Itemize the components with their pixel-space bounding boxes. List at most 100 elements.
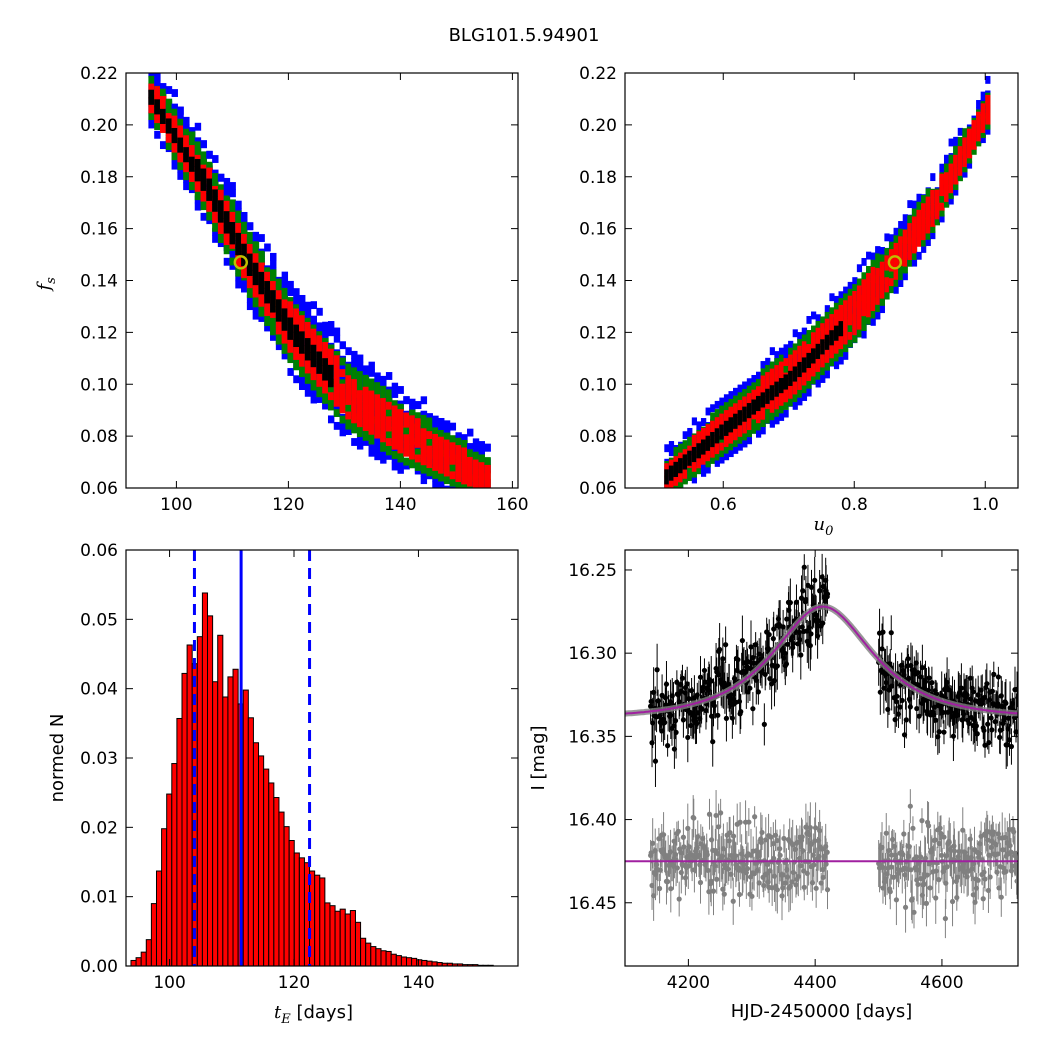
posterior-cell-blue [788,340,794,349]
posterior-cell-black [765,396,771,404]
posterior-cell-red [356,397,364,406]
posterior-cell-blue [668,441,675,449]
residual-point [771,855,777,861]
posterior-cell-red [455,445,462,453]
data-point [688,688,695,694]
residual-point [981,869,987,875]
posterior-cell-black [171,127,178,136]
posterior-cell-red [710,449,716,458]
histogram-bar [252,742,260,966]
data-point [1015,695,1018,701]
residual-point [795,873,801,880]
posterior-cell-black [838,321,844,329]
data-point [988,715,994,721]
posterior-cell-red [843,307,849,316]
posterior-cell-red [223,237,231,246]
posterior-cell-blue [473,496,479,504]
posterior-cell-green [806,337,812,346]
y-tick-label: 0.12 [80,323,118,343]
posterior-cell-red [362,401,370,410]
posterior-cell-red [769,404,775,413]
posterior-cell-red [188,145,196,153]
data-point [808,631,814,637]
posterior-cell-blue [939,214,945,223]
data-point [894,693,900,699]
data-point [750,706,756,712]
posterior-cell-red [934,196,940,205]
posterior-cell-blue [385,451,393,460]
posterior-cell-green [976,138,982,147]
posterior-cell-blue [154,130,161,139]
posterior-cell-green [281,345,289,354]
histogram-bar [161,828,168,966]
posterior-cell-green [414,448,422,457]
posterior-cell-green [847,288,853,297]
posterior-cell-blue [774,351,780,359]
posterior-cell-blue [478,448,485,457]
posterior-cell-blue [362,365,370,374]
posterior-cell-red [728,406,734,415]
residual-point [939,852,945,858]
posterior-cell-green [737,392,743,401]
data-point [973,723,979,729]
posterior-cell-black [229,236,236,245]
posterior-cell-blue [443,420,451,429]
x-tick-label: 0.6 [710,495,737,515]
posterior-cell-red [682,470,688,479]
residual-point [777,852,783,858]
posterior-cell-red [472,474,480,482]
posterior-cell-red [212,215,219,223]
posterior-cell-green [351,367,358,376]
posterior-cell-blue [733,387,739,396]
posterior-cell-blue [252,304,260,313]
residual-point [801,884,807,890]
posterior-cell-blue [479,492,485,500]
data-point [748,644,754,650]
posterior-cell-black [673,469,679,477]
data-point [783,661,790,667]
posterior-cell-black [327,379,335,388]
posterior-cell-green [467,449,474,458]
residual-point [793,882,799,888]
residual-point [682,875,689,881]
residual-point [741,862,747,868]
residual-point [1014,878,1018,884]
data-point [885,706,891,713]
posterior-cell-black [177,137,184,146]
residual-point [685,825,691,831]
posterior-cell-red [884,262,890,271]
histogram-bar [380,950,387,966]
posterior-cell-green [861,315,867,324]
posterior-cell-black [200,175,207,184]
posterior-cell-red [728,428,734,437]
posterior-cell-red [939,188,945,197]
data-point [808,584,815,590]
x-axis-title: u0 [814,514,834,539]
posterior-cell-red [380,427,387,435]
posterior-cell-red [866,294,872,303]
posterior-cell-green [473,488,479,496]
posterior-cell-blue [148,120,155,129]
residual-point [887,889,893,895]
histogram-bar [247,717,254,966]
y-tick-label: 0.00 [80,957,118,977]
data-point [739,637,745,644]
posterior-cell-blue [479,492,485,500]
posterior-cell-red [414,439,422,448]
posterior-cell-red [870,281,876,290]
histogram-bar [212,681,219,966]
posterior-cell-red [287,308,294,317]
data-point [940,709,946,716]
posterior-cell-green [870,259,876,268]
posterior-cell-black [212,196,219,205]
posterior-cell-red [710,420,716,429]
posterior-cell-red [888,256,895,265]
posterior-cell-green [258,308,265,317]
posterior-cell-red [733,403,739,412]
residual-point [732,853,738,859]
posterior-cell-green [664,490,669,498]
posterior-cell-red [939,180,945,189]
posterior-cell-red [414,454,422,463]
posterior-cell-blue [322,321,329,330]
posterior-cell-red [700,435,707,443]
